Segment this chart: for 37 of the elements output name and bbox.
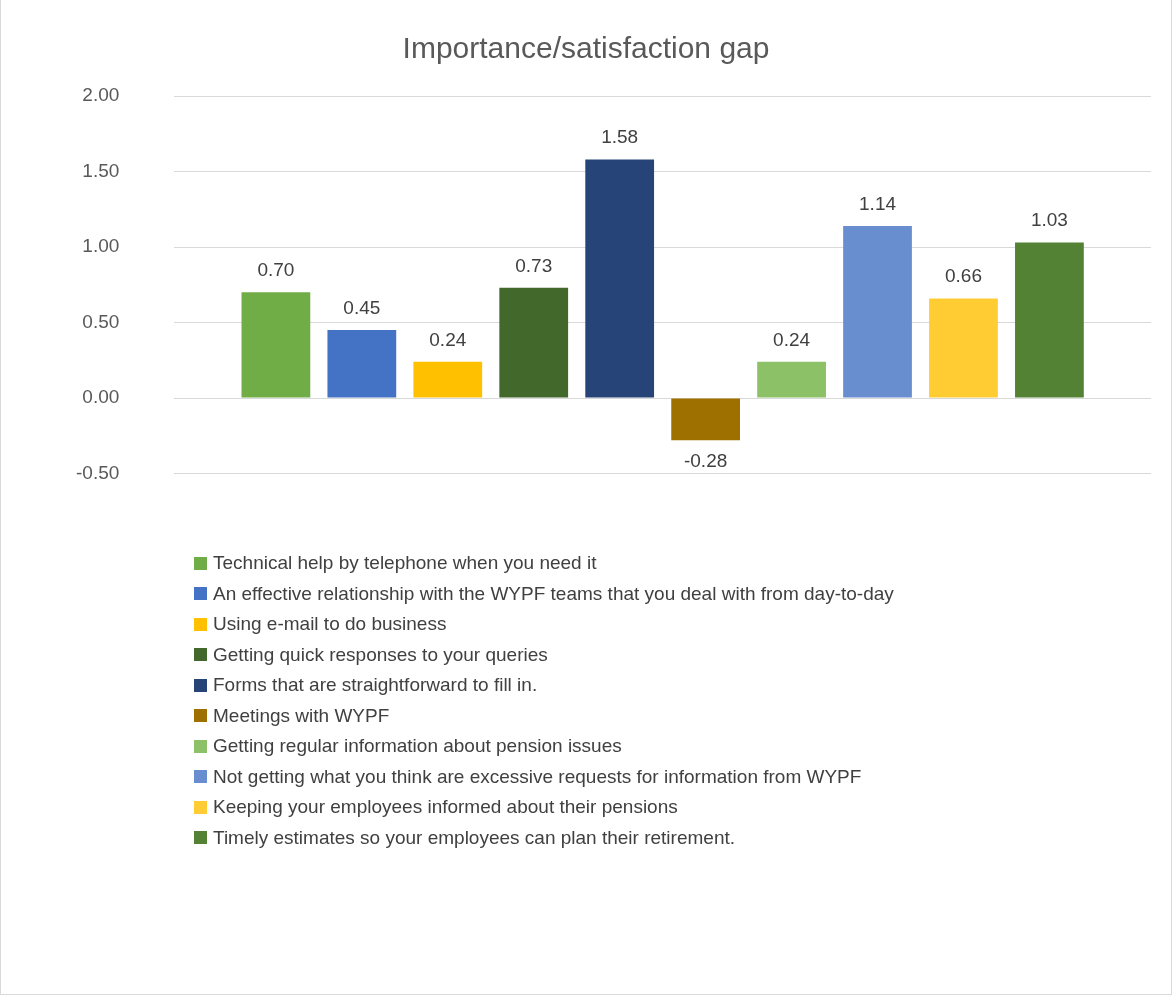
bar (585, 159, 655, 398)
legend-label: Meetings with WYPF (213, 704, 390, 727)
bar (671, 398, 741, 441)
bar (757, 361, 826, 398)
data-label: 1.03 (1030, 209, 1068, 231)
legend-label: Forms that are straightforward to fill in. (213, 674, 538, 697)
data-label: 0.70 (257, 259, 295, 281)
bar (241, 292, 311, 398)
bar (327, 330, 397, 398)
legend-label: Getting quick responses to your queries (213, 643, 548, 666)
legend-label: An effective relationship with the WYPF teams that you deal with from day-to-day (213, 582, 894, 605)
data-label: 1.14 (859, 192, 897, 214)
legend-label: Not getting what you think are excessive requests for information from WYPF (213, 765, 862, 788)
data-label: 1.58 (601, 126, 639, 148)
chart-title: Importance/satisfaction gap (402, 31, 770, 65)
bar (413, 361, 483, 398)
data-label: -0.28 (683, 450, 728, 472)
bar (843, 225, 912, 398)
legend-label: Keeping your employees informed about their pensions (213, 796, 678, 819)
y-tick-label: 1.00 (82, 235, 120, 257)
legend-label: Using e-mail to do business (213, 613, 447, 636)
legend-label: Getting regular information about pension issues (213, 735, 622, 758)
data-label: 0.24 (429, 328, 467, 350)
data-label: 0.73 (515, 254, 553, 276)
bar (499, 287, 569, 398)
data-label: 0.45 (343, 296, 381, 318)
bar (1015, 242, 1084, 398)
y-tick-label: 2.00 (82, 84, 120, 106)
y-tick-label: 0.50 (82, 310, 120, 332)
legend-label: Timely estimates so your employees can plan their retirement. (213, 826, 736, 849)
y-tick-label: -0.50 (75, 461, 120, 483)
y-tick-label: 1.50 (82, 159, 120, 181)
bar (929, 298, 998, 398)
legend-label: Technical help by telephone when you need it (213, 552, 597, 575)
y-tick-label: 0.00 (82, 386, 120, 408)
data-label: 0.66 (944, 265, 982, 287)
data-label: 0.24 (773, 328, 811, 350)
